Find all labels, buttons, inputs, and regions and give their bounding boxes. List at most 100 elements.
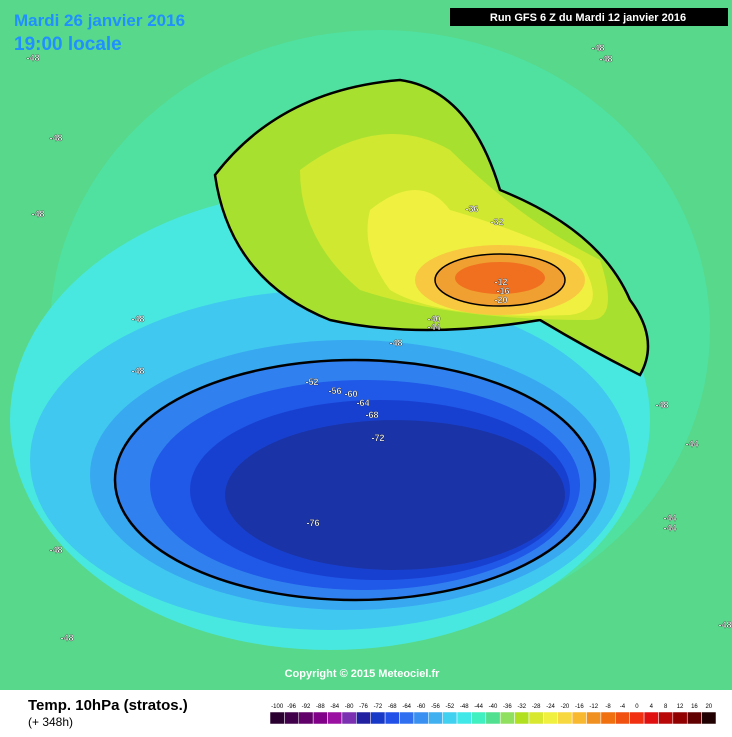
scale-label: -68 [388,704,397,710]
contour-label: -68 [365,410,378,420]
warm-zone [455,262,545,294]
scale-swatch [413,711,429,725]
contour-label: -40 [427,314,440,324]
contour-label: -76 [306,518,319,528]
contour-label: -48 [31,209,44,219]
scale-label: -24 [546,704,555,710]
scale-swatch [672,711,688,725]
scale-swatch [686,711,702,725]
scale-swatch [499,711,515,725]
scale-swatch [485,711,501,725]
scale-swatch [327,711,343,725]
contour-label: -44 [685,439,698,449]
scale-swatch [557,711,573,725]
scale-swatch [658,711,674,725]
contour-label: -48 [131,366,144,376]
scale-label: -4 [620,704,626,710]
footer [0,690,732,732]
scale-label: -40 [489,704,498,710]
contour-label: -48 [49,545,62,555]
scale-label: 20 [705,704,712,710]
scale-swatch [514,711,530,725]
scale-swatch [356,711,371,725]
contour-label: -12 [494,277,507,287]
scale-swatch [341,711,357,725]
scale-swatch [269,711,285,725]
scale-label: -48 [460,704,469,710]
contour-label: -44 [663,513,676,523]
scale-label: -100 [271,704,284,710]
scale-label: -80 [345,704,354,710]
scale-swatch [284,711,300,725]
contour-label: -48 [389,338,402,348]
copyright: Copyright © 2015 Meteociel.fr [285,668,441,680]
contour-label: -48 [591,43,604,53]
scale-swatch [312,711,328,725]
scale-label: -56 [431,704,440,710]
scale-swatch [571,711,587,725]
scale-label: 8 [664,704,668,710]
scale-label: 4 [650,704,654,710]
scale-label: -76 [359,704,368,710]
scale-label: -96 [287,704,296,710]
contour-label: -48 [599,54,612,64]
scale-label: -12 [589,704,598,710]
scale-swatch [471,711,487,725]
contour-label: -48 [655,400,668,410]
scale-label: 16 [691,704,698,710]
scale-swatch [442,711,458,725]
contour-label: -32 [490,217,503,227]
scale-swatch [586,711,602,725]
scale-swatch [384,711,400,725]
contour-label: -72 [371,433,384,443]
contour-label: -16 [496,286,509,296]
run-info: Run GFS 6 Z du Mardi 12 janvier 2016 [490,12,686,24]
contour-label: -44 [427,322,440,332]
scale-swatch [543,711,558,725]
scale-swatch [615,711,630,725]
scale-label: -52 [446,704,455,710]
contour-label: -48 [718,620,731,630]
scale-label: -20 [561,704,570,710]
scale-label: -28 [532,704,541,710]
contour-label: -48 [26,53,39,63]
scale-label: -8 [605,704,611,710]
scale-label: -72 [374,704,383,710]
contour-label: -36 [465,204,478,214]
scale-label: -36 [503,704,512,710]
scale-label: 12 [677,704,684,710]
lead-time: (+ 348h) [28,715,73,729]
scale-label: -88 [316,704,325,710]
valid-date: Mardi 26 janvier 2016 [14,11,185,30]
contour-label: -20 [494,295,507,305]
scale-swatch [456,711,472,725]
scale-label: -84 [330,704,339,710]
scale-swatch [643,711,659,725]
parameter: Temp. 10hPa (stratos.) [28,697,188,714]
contour-label: -48 [49,133,62,143]
cold-zone [225,420,565,570]
scale-label: -92 [302,704,311,710]
contour-label: -56 [328,386,341,396]
scale-swatch [600,711,616,725]
scale-label: -60 [417,704,426,710]
scale-label: -16 [575,704,584,710]
scale-label: -44 [474,704,483,710]
scale-swatch [370,711,386,725]
contour-label: -48 [131,314,144,324]
valid-time: 19:00 locale [14,34,122,55]
contour-label: -52 [305,377,318,387]
scale-label: -32 [517,704,526,710]
contour-label: -44 [663,523,676,533]
run-banner [450,8,728,26]
scale-label: 0 [635,704,639,710]
scale-label: -64 [402,704,411,710]
scale-swatch [701,711,717,725]
scale-swatch [399,711,415,725]
contour-label: -60 [344,389,357,399]
contour-label: -48 [60,633,73,643]
scale-swatch [528,711,544,725]
contour-label: -64 [356,398,369,408]
scale-swatch [629,711,645,725]
